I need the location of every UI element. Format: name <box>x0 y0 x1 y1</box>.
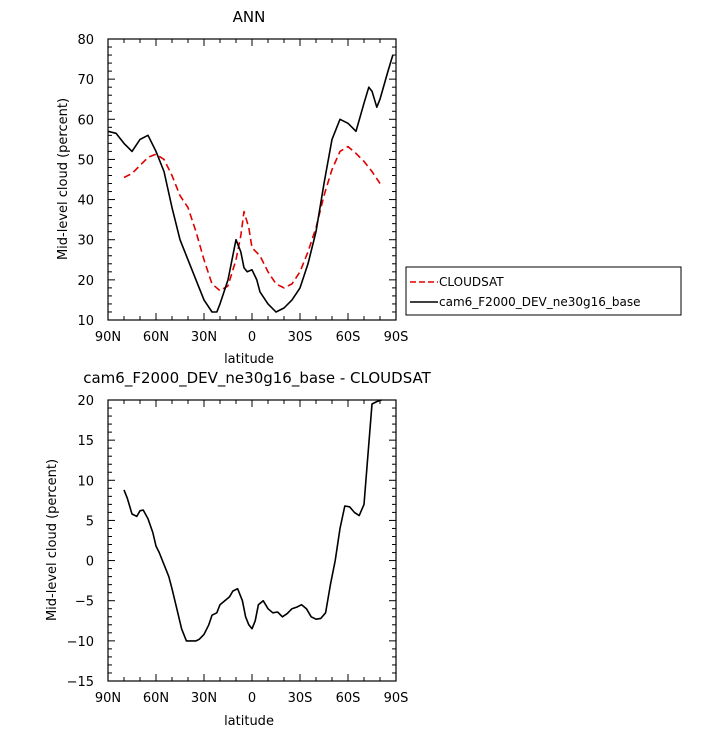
top-x-tick-label: 30N <box>191 330 217 345</box>
top-y-tick-label: 20 <box>77 274 94 289</box>
top-x-tick-label: 30S <box>288 330 313 345</box>
bottom-x-tick-label: 90N <box>95 691 121 706</box>
top-x-tick-label: 90N <box>95 330 121 345</box>
top-y-axis-label: Mid-level cloud (percent) <box>56 98 71 260</box>
top-y-tick-label: 40 <box>77 194 94 209</box>
bottom-y-tick-label: 15 <box>77 434 94 449</box>
top-plot-area: 90N 60N 30N 0 30S 60S 90S 10 20 30 40 50 60 70 80 <box>77 33 408 345</box>
top-x-tick-label: 0 <box>248 330 256 345</box>
top-chart-title: ANN <box>233 8 266 26</box>
top-x-tick-label: 60S <box>336 330 361 345</box>
bottom-chart-title: cam6_F2000_DEV_ne30g16_base - CLOUDSAT <box>83 369 431 388</box>
top-x-tick-label: 60N <box>143 330 169 345</box>
top-x-axis-label: latitude <box>224 352 274 367</box>
bottom-x-tick-label: 60S <box>336 691 361 706</box>
bottom-series-line-0 <box>123 399 382 642</box>
bottom-plot-area: 90N 60N 30N 0 30S 60S 90S −15 −10 −5 0 5 10 15 20 <box>67 394 409 706</box>
bottom-y-tick-label: −5 <box>75 595 94 610</box>
bottom-x-tick-label: 0 <box>248 691 256 706</box>
top-series-line-0 <box>123 145 381 292</box>
bottom-x-tick-label: 60N <box>143 691 169 706</box>
top-y-tick-label: 70 <box>77 73 94 88</box>
top-series-line-1 <box>107 54 394 313</box>
top-legend: CLOUDSAT cam6_F2000_DEV_ne30g16_base <box>405 266 682 316</box>
bottom-y-tick-label: 20 <box>77 394 94 409</box>
bottom-y-tick-label: −10 <box>67 635 94 650</box>
top-x-tick-label: 90S <box>384 330 409 345</box>
bottom-plot-frame <box>107 399 397 682</box>
legend-label-model: cam6_F2000_DEV_ne30g16_base <box>439 295 641 309</box>
top-y-tick-label: 50 <box>77 153 94 168</box>
bottom-y-tick-label: 5 <box>86 514 94 529</box>
bottom-y-tick-label: 10 <box>77 474 94 489</box>
bottom-x-tick-label: 30N <box>191 691 217 706</box>
top-y-tick-label: 30 <box>77 234 94 249</box>
bottom-x-axis-label: latitude <box>224 714 274 729</box>
top-y-tick-label: 80 <box>77 33 94 48</box>
bottom-panel: cam6_F2000_DEV_ne30g16_base - CLOUDSAT M… <box>45 369 432 729</box>
bottom-x-tick-label: 30S <box>288 691 313 706</box>
bottom-y-tick-label: 0 <box>86 555 94 570</box>
top-y-tick-label: 10 <box>77 314 94 329</box>
legend-box <box>405 266 682 316</box>
top-plot-frame <box>107 38 397 321</box>
bottom-y-axis-label: Mid-level cloud (percent) <box>45 459 60 621</box>
bottom-y-tick-label: −15 <box>67 675 94 690</box>
top-y-tick-label: 60 <box>77 113 94 128</box>
top-panel: ANN Mid-level cloud (percent) latitude 9… <box>56 8 408 367</box>
bottom-x-tick-label: 90S <box>384 691 409 706</box>
legend-label-cloudsat: CLOUDSAT <box>439 275 504 289</box>
